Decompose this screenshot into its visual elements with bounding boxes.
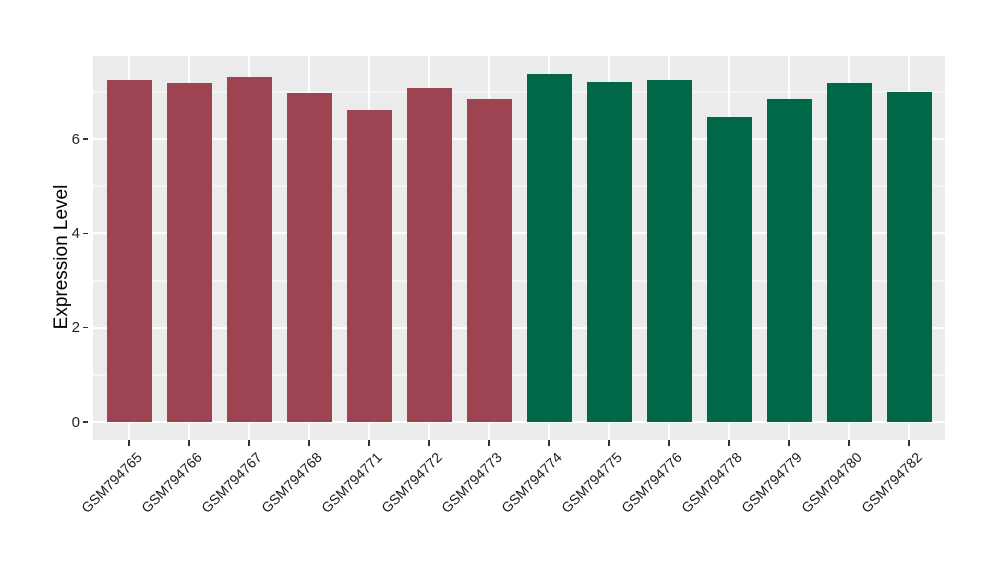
bar-GSM794767 — [226, 76, 272, 423]
x-tick-label: GSM794779 — [738, 449, 806, 516]
plot-panel — [93, 56, 945, 440]
x-tick-label: GSM794773 — [438, 449, 506, 516]
x-tick-mark — [128, 440, 130, 446]
x-tick-mark — [848, 440, 850, 446]
bar-GSM794775 — [586, 82, 632, 423]
bar-GSM794766 — [166, 82, 212, 423]
y-tick-mark — [83, 232, 88, 235]
x-tick-label: GSM794766 — [138, 449, 206, 516]
x-tick-mark — [248, 440, 250, 446]
y-tick-label: 6 — [71, 130, 80, 148]
x-tick-label: GSM794776 — [618, 449, 686, 516]
x-tick-label: GSM794765 — [78, 449, 146, 516]
x-tick-mark — [188, 440, 190, 446]
x-tick-mark — [608, 440, 610, 446]
x-tick-mark — [488, 440, 490, 446]
x-tick-label: GSM794774 — [498, 449, 566, 516]
x-tick-label: GSM794772 — [378, 449, 446, 516]
x-tick-label: GSM794767 — [198, 449, 266, 516]
y-tick-label: 2 — [71, 319, 80, 337]
x-tick-mark — [728, 440, 730, 446]
bar-GSM794773 — [466, 98, 512, 423]
x-tick-mark — [788, 440, 790, 446]
major-gridline — [93, 421, 945, 423]
bar-GSM794768 — [286, 92, 332, 423]
x-tick-label: GSM794778 — [678, 449, 746, 516]
x-tick-mark — [368, 440, 370, 446]
x-tick-label: GSM794771 — [318, 449, 386, 516]
bar-GSM794774 — [526, 73, 572, 423]
bar-GSM794779 — [766, 98, 812, 423]
bar-GSM794765 — [106, 79, 152, 423]
y-tick-mark — [83, 138, 88, 140]
x-tick-mark — [668, 440, 670, 446]
x-tick-mark — [428, 440, 430, 446]
y-axis-title: Expression Level — [51, 184, 72, 330]
minor-gridline — [93, 374, 945, 376]
bar-GSM794776 — [646, 79, 692, 423]
x-tick-label: GSM794768 — [258, 449, 326, 516]
bar-GSM794780 — [826, 82, 872, 423]
x-tick-mark — [908, 440, 910, 446]
bar-GSM794778 — [706, 117, 752, 423]
bar-GSM794771 — [346, 110, 392, 423]
bar-GSM794782 — [886, 91, 932, 423]
y-tick-mark — [83, 326, 88, 329]
x-tick-mark — [308, 440, 310, 446]
major-gridline — [93, 232, 945, 235]
y-tick-label: 0 — [71, 413, 80, 431]
major-gridline — [93, 138, 945, 140]
y-tick-mark — [83, 421, 88, 423]
major-gridline — [93, 326, 945, 329]
minor-gridline — [93, 280, 945, 282]
x-tick-label: GSM794780 — [798, 449, 866, 516]
bar-GSM794772 — [406, 88, 452, 423]
x-tick-label: GSM794782 — [858, 449, 926, 516]
minor-gridline — [93, 185, 945, 187]
x-tick-label: GSM794775 — [558, 449, 626, 516]
x-tick-mark — [548, 440, 550, 446]
minor-gridline — [93, 91, 945, 93]
y-tick-label: 4 — [71, 224, 80, 242]
